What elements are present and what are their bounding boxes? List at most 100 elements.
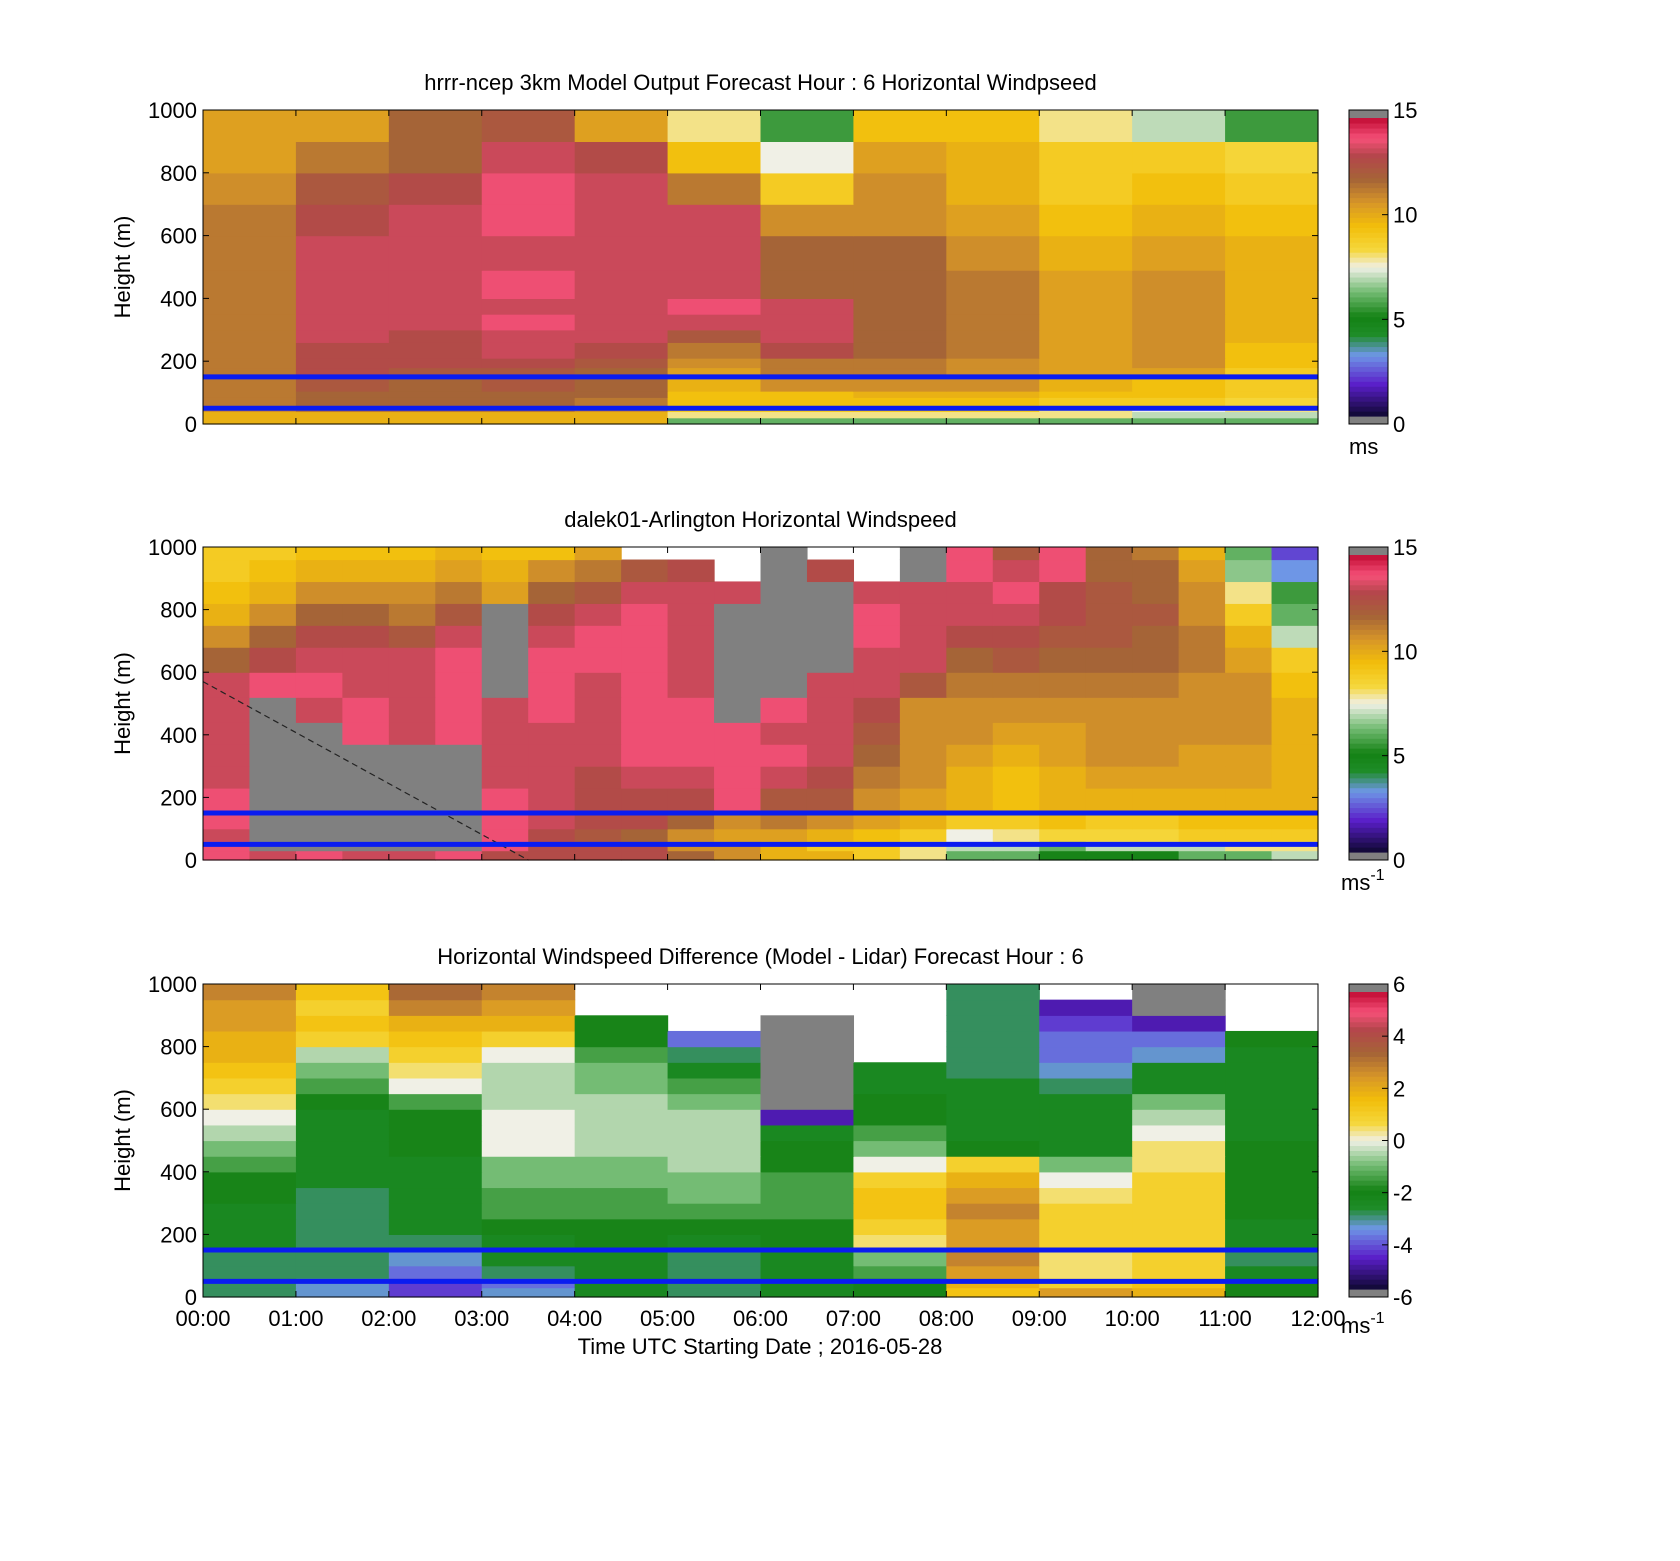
heatmap-cell (528, 722, 576, 745)
heatmap-cell (1039, 172, 1133, 205)
heatmap-cell (1225, 1187, 1319, 1204)
heatmap-cell (481, 788, 529, 811)
heatmap-cell (435, 581, 483, 604)
colorbar-segment (1349, 1105, 1388, 1112)
colorbar-tick-label: -6 (1393, 1285, 1413, 1310)
heatmap-cell (760, 672, 808, 698)
heatmap-cell (1178, 625, 1226, 648)
heatmap-cell (1085, 603, 1133, 626)
heatmap-cell (574, 1265, 669, 1279)
heatmap-cell (946, 697, 994, 723)
heatmap-cell (899, 722, 947, 745)
colorbar-segment (1349, 1274, 1388, 1280)
x-axis-label: Time UTC Starting Date ; 2016-05-28 (578, 1334, 943, 1359)
colorbar-segment (1349, 1234, 1388, 1241)
heatmap-cell (1225, 581, 1273, 604)
heatmap-cell (1039, 603, 1087, 626)
heatmap-cell (1225, 204, 1319, 237)
heatmap-cell (435, 788, 483, 811)
colorbar-segment (1349, 757, 1388, 764)
heatmap-cell (1132, 376, 1226, 392)
heatmap-cell (388, 828, 436, 842)
colorbar-segment (1349, 331, 1388, 338)
heatmap-cell (667, 1124, 762, 1142)
heatmap-cell (295, 1077, 390, 1095)
heatmap-cell (992, 672, 1040, 698)
heatmap-cell (481, 603, 529, 626)
colorbar-segment (1349, 157, 1388, 164)
heatmap-cell (249, 766, 297, 789)
heatmap-cell (481, 417, 576, 425)
heatmap-cell (1225, 172, 1319, 205)
heatmap-cell (249, 744, 297, 767)
heatmap-cell (481, 342, 576, 359)
heatmap-cell (295, 1265, 390, 1279)
heatmap-cell (667, 1250, 762, 1267)
heatmap-cell (388, 411, 483, 419)
heatmap-cell (388, 581, 436, 604)
heatmap-cell (203, 411, 297, 419)
heatmap-cell (249, 850, 297, 861)
colorbar-segment (1349, 1115, 1388, 1122)
colorbar-segment (1349, 1254, 1388, 1260)
colorbar-segment (1349, 559, 1388, 566)
heatmap-cell (667, 647, 715, 673)
heatmap-cell (203, 1187, 297, 1204)
heatmap-cell (1132, 411, 1226, 419)
heatmap-cell (295, 376, 390, 392)
heatmap-cell (1039, 391, 1133, 398)
heatmap-cell (1271, 788, 1319, 811)
colorbar-segment (1349, 1091, 1388, 1097)
heatmap-cell (481, 367, 576, 378)
heatmap-cell (667, 1109, 762, 1126)
heatmap-cell (1178, 744, 1226, 767)
heatmap-cell (760, 376, 855, 392)
heatmap-cell (946, 1109, 1040, 1126)
colorbar-segment (1349, 673, 1388, 680)
heatmap-cell (1085, 722, 1133, 745)
heatmap-cell (295, 411, 390, 419)
colorbar-segment (1349, 187, 1388, 194)
heatmap-cell (1085, 697, 1133, 723)
colorbar-segment (1349, 212, 1388, 218)
heatmap-cell (1132, 672, 1180, 698)
heatmap-cell (1132, 417, 1226, 425)
heatmap-cell (621, 559, 669, 583)
heatmap-cell (574, 1030, 669, 1048)
colorbar-segment (1349, 1135, 1388, 1142)
heatmap-cell (1039, 647, 1087, 673)
heatmap-cell (1132, 141, 1226, 174)
heatmap-cell (1225, 625, 1273, 648)
heatmap-cell (1271, 697, 1319, 723)
heatmap-cell (760, 110, 855, 142)
heatmap-cell (760, 603, 808, 626)
heatmap-cell (946, 625, 994, 648)
y-tick-label: 200 (160, 785, 197, 810)
colorbar-unit-label: ms-1 (1341, 1310, 1385, 1338)
colorbar-segment (1349, 743, 1388, 749)
heatmap-cell (853, 397, 947, 408)
heatmap-cell (899, 625, 947, 648)
heatmap-cell (899, 850, 947, 861)
heatmap-cell (388, 999, 483, 1016)
heatmap-cell (1225, 342, 1319, 359)
colorbar-segment (1349, 386, 1388, 392)
heatmap-cell (342, 603, 390, 626)
heatmap-cell (1039, 1171, 1133, 1189)
heatmap-cell (295, 417, 390, 425)
heatmap-cell (203, 1234, 297, 1251)
colorbar-segment (1349, 1016, 1388, 1023)
heatmap-cell (621, 828, 669, 842)
colorbar-segment (1349, 1214, 1388, 1221)
y-tick-label: 1000 (148, 972, 197, 997)
heatmap-cell (574, 1234, 669, 1251)
heatmap-cell (1132, 828, 1180, 842)
heatmap-cell (388, 367, 483, 378)
colorbar-segment (1349, 822, 1388, 828)
colorbar-segment (1349, 401, 1388, 407)
colorbar-segment (1349, 351, 1388, 357)
heatmap-cell (295, 342, 390, 359)
heatmap-cell (295, 1140, 390, 1157)
heatmap-cell (388, 376, 483, 392)
heatmap-cell (1225, 358, 1319, 369)
